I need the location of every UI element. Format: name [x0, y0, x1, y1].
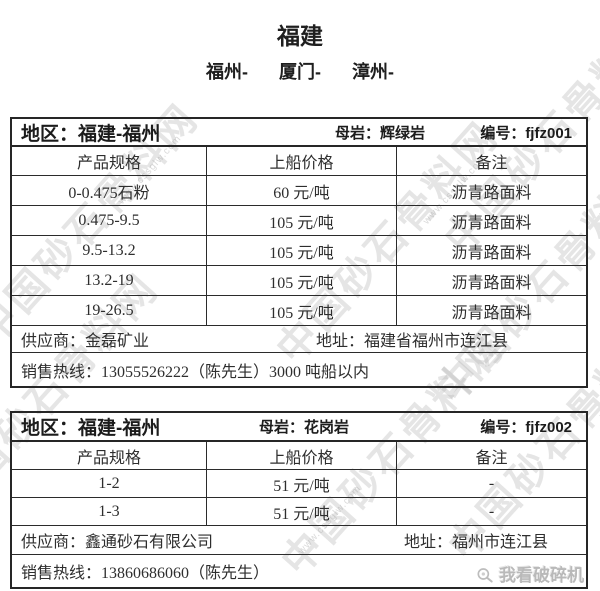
city-link-xiamen[interactable]: 厦门- — [279, 62, 321, 82]
spec-cell: 0.475-9.5 — [12, 206, 207, 235]
hotline-label: 销售热线：13055526222（陈先生）3000 吨船以内 — [21, 363, 370, 381]
note-cell: 沥青路面料 — [451, 274, 532, 292]
table-row: 13.2-19 105 元/吨 沥青路面料 — [12, 266, 586, 296]
supplier-row: 供应商：金磊矿业 地址：福建省福州市连江县 — [12, 326, 586, 353]
column-header-price: 上船价格 — [207, 442, 397, 469]
code-label: 编号：fjfz002 — [480, 419, 572, 436]
spec-cell: 19-26.5 — [12, 296, 207, 325]
rock-label: 母岩：花岗岩 — [259, 419, 350, 436]
note-cell: - — [488, 502, 495, 520]
table-row: 1-3 51 元/吨 - — [12, 498, 586, 526]
note-cell: 沥青路面料 — [451, 214, 532, 232]
code-label: 编号：fjfz001 — [480, 124, 572, 142]
address-label: 地址：福州市连江县 — [404, 534, 549, 551]
table-row: 0-0.475石粉 60 元/吨 沥青路面料 — [12, 176, 586, 206]
column-header-spec: 产品规格 — [12, 442, 207, 469]
note-cell: 沥青路面料 — [451, 244, 532, 262]
table-row: 9.5-13.2 105 元/吨 沥青路面料 — [12, 236, 586, 266]
table-header-row: 产品规格 上船价格 备注 — [12, 147, 586, 176]
spec-cell: 1-3 — [12, 498, 207, 525]
spec-cell: 9.5-13.2 — [12, 236, 207, 265]
price-cell: 105 元/吨 — [207, 206, 397, 235]
price-cell: 105 元/吨 — [207, 236, 397, 265]
table-row: 0.475-9.5 105 元/吨 沥青路面料 — [12, 206, 586, 236]
region-label: 地区：福建-福州 — [21, 123, 161, 145]
column-header-note: 备注 — [475, 449, 508, 467]
note-cell: - — [488, 474, 495, 492]
spec-cell: 1-2 — [12, 470, 207, 497]
hotline-label: 销售热线：13860686060（陈先生） — [21, 565, 270, 582]
supplier-label: 供应商：鑫通砂石有限公司 — [21, 534, 214, 551]
spec-cell: 13.2-19 — [12, 266, 207, 295]
supplier-label: 供应商：金磊矿业 — [21, 333, 150, 350]
address-label: 地址：福建省福州市连江县 — [316, 333, 509, 350]
price-table-fjfz001: 地区：福建-福州 母岩：辉绿岩 编号：fjfz001 产品规格 上船价格 备注 … — [10, 117, 588, 388]
city-list: 福州- 厦门- 漳州- — [0, 58, 600, 84]
table-header-row: 产品规格 上船价格 备注 — [12, 442, 586, 470]
rock-label: 母岩：辉绿岩 — [335, 124, 426, 142]
price-table-fjfz002: 地区：福建-福州 母岩：花岗岩 编号：fjfz002 产品规格 上船价格 备注 … — [10, 411, 588, 589]
table-region-row: 地区：福建-福州 母岩：辉绿岩 编号：fjfz001 — [12, 119, 586, 147]
hotline-row: 销售热线：13860686060（陈先生） — [12, 555, 586, 587]
note-cell: 沥青路面料 — [451, 184, 532, 202]
hotline-row: 销售热线：13055526222（陈先生）3000 吨船以内 — [12, 353, 586, 386]
supplier-row: 供应商：鑫通砂石有限公司 地址：福州市连江县 — [12, 526, 586, 555]
city-link-zhangzhou[interactable]: 漳州- — [352, 62, 395, 82]
price-cell: 105 元/吨 — [207, 296, 397, 325]
magnifier-logo-icon — [477, 567, 493, 583]
brand-watermark: 我看破碎机 — [475, 561, 584, 586]
page-title: 福建 — [277, 23, 323, 49]
spec-cell: 0-0.475石粉 — [12, 176, 207, 205]
column-header-note: 备注 — [475, 155, 508, 172]
price-cell: 105 元/吨 — [207, 266, 397, 295]
column-header-price: 上船价格 — [207, 147, 397, 175]
table-region-row: 地区：福建-福州 母岩：花岗岩 编号：fjfz002 — [12, 413, 586, 442]
table-row: 1-2 51 元/吨 - — [12, 470, 586, 498]
region-label: 地区：福建-福州 — [21, 418, 161, 439]
note-cell: 沥青路面料 — [451, 304, 532, 322]
brand-watermark-label: 我看破碎机 — [499, 566, 584, 585]
table-row: 19-26.5 105 元/吨 沥青路面料 — [12, 296, 586, 326]
city-link-fuzhou[interactable]: 福州- — [205, 62, 248, 82]
price-cell: 60 元/吨 — [207, 176, 397, 205]
price-cell: 51 元/吨 — [207, 498, 397, 525]
column-header-spec: 产品规格 — [12, 147, 207, 175]
price-cell: 51 元/吨 — [207, 470, 397, 497]
